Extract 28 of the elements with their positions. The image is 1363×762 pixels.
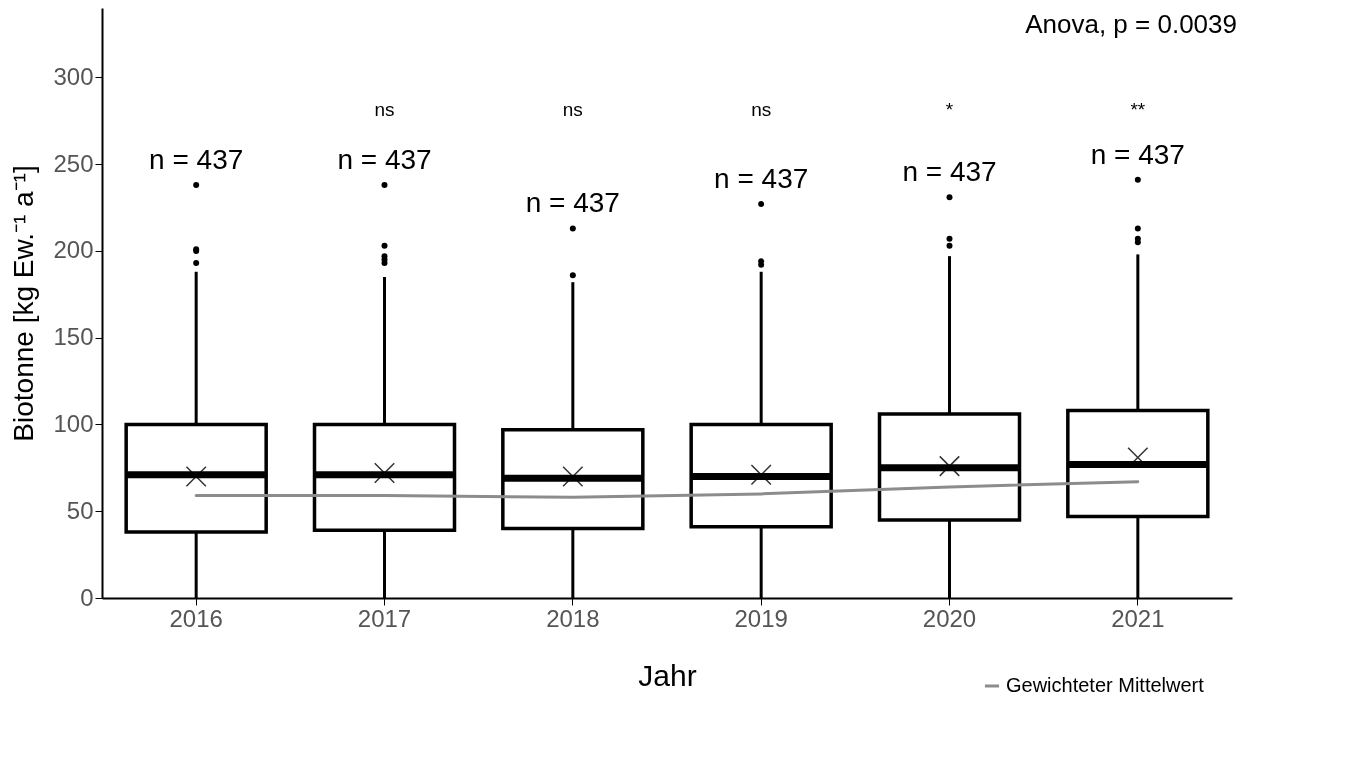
x-axis-title: Jahr: [638, 658, 697, 692]
annotation: n = 437: [1090, 138, 1185, 170]
annotation: n = 437: [714, 163, 809, 195]
y-tick-label: 250: [53, 149, 94, 177]
annotation: *: [945, 99, 954, 120]
annotation: ns: [374, 99, 395, 120]
x-tick-label: 2018: [546, 604, 600, 632]
annotation: n = 437: [525, 187, 620, 219]
x-tick-label: 2020: [922, 604, 977, 632]
annotation: ns: [562, 99, 583, 120]
legend-label: Gewichteter Mittelwert: [1006, 674, 1205, 696]
x-tick-label: 2016: [169, 604, 223, 632]
annotation: n = 437: [337, 144, 432, 175]
x-tick-label: 2019: [734, 604, 788, 632]
y-tick-label: 150: [53, 323, 94, 351]
y-tick-label: 100: [53, 409, 94, 437]
y-tick-label: 50: [66, 496, 94, 524]
annotation: Anova, p = 0.0039: [1025, 9, 1237, 39]
y-axis-title: Biotonne [kg Ew.⁻¹ a⁻¹]: [8, 165, 40, 442]
annotation: n = 437: [149, 144, 244, 175]
y-tick-label: 300: [53, 62, 94, 90]
annotation: n = 437: [902, 156, 997, 188]
y-tick-label: 200: [53, 236, 94, 264]
x-tick-label: 2021: [1111, 604, 1165, 632]
annotation: **: [1130, 99, 1146, 120]
x-tick-label: 2017: [357, 604, 412, 632]
annotation: ns: [751, 99, 772, 120]
y-tick-label: 0: [80, 583, 94, 611]
